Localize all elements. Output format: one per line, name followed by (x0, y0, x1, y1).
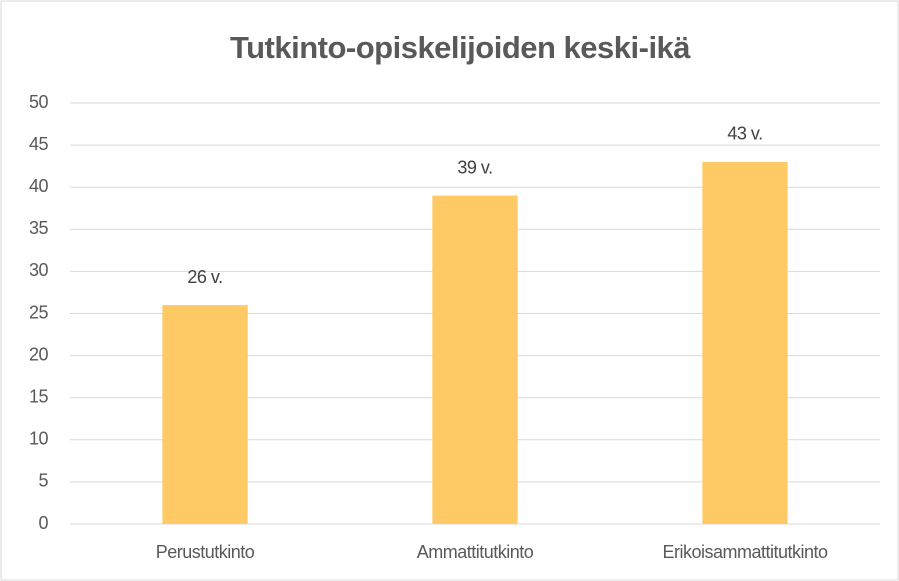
y-tick-label: 15 (29, 386, 49, 406)
y-tick-label: 20 (29, 344, 49, 364)
y-tick-label: 10 (29, 429, 49, 449)
y-tick-label: 40 (29, 176, 49, 196)
chart-title: Tutkinto-opiskelijoiden keski-ikä (230, 30, 691, 65)
y-tick-label: 25 (29, 302, 49, 322)
bar (702, 161, 788, 524)
x-tick-label: Erikoisammattitutkinto (662, 542, 828, 562)
value-label: 26 v. (187, 267, 222, 287)
value-label: 43 v. (727, 124, 762, 144)
y-tick-label: 45 (29, 134, 49, 154)
bar (432, 195, 518, 524)
y-tick-label: 30 (29, 260, 49, 280)
x-tick-label: Ammattitutkinto (417, 542, 534, 562)
y-tick-label: 50 (29, 92, 49, 112)
x-tick-label: Perustutkinto (156, 542, 255, 562)
y-tick-label: 0 (38, 513, 48, 533)
bar (162, 305, 248, 524)
y-tick-label: 35 (29, 218, 49, 238)
value-label: 39 v. (457, 157, 492, 177)
y-tick-label: 5 (38, 471, 48, 491)
